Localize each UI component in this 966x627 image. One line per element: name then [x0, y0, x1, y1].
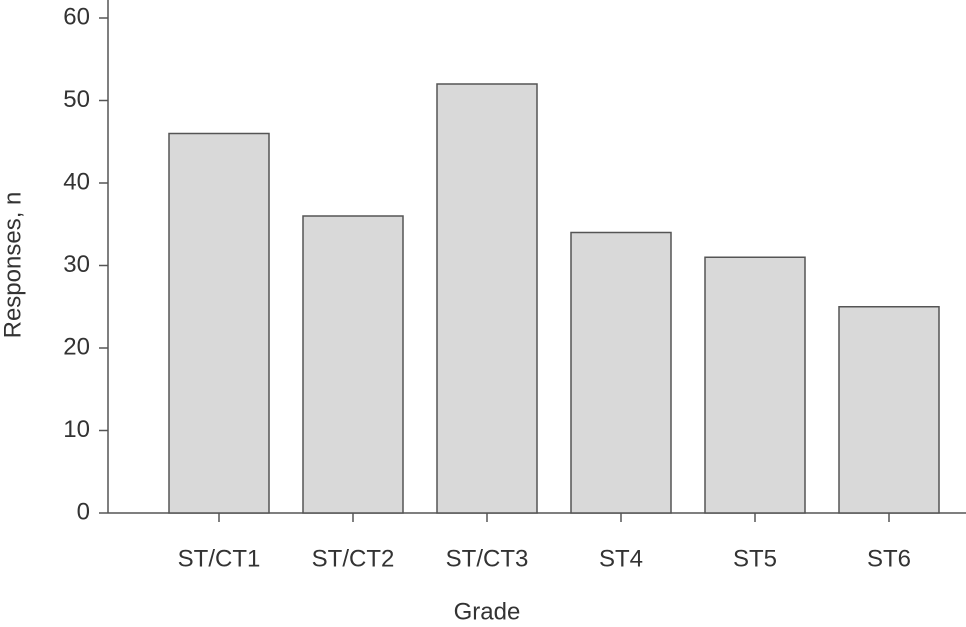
bar: [168, 132, 270, 514]
bar: [302, 215, 404, 514]
y-tick-label: 30: [63, 251, 90, 278]
x-tick-label: ST/CT1: [178, 545, 261, 572]
bar: [838, 306, 940, 514]
x-tick-label: ST5: [733, 545, 777, 572]
y-tick-label: 20: [63, 333, 90, 360]
y-tick-label: 40: [63, 168, 90, 195]
bar: [436, 83, 538, 514]
x-tick-label: ST4: [599, 545, 643, 572]
y-axis-title: Responses, n: [0, 192, 26, 339]
bar: [570, 231, 672, 514]
x-axis-title: Grade: [454, 598, 521, 625]
y-tick-label: 60: [63, 3, 90, 30]
x-tick-label: ST6: [867, 545, 911, 572]
x-tick-label: ST/CT3: [446, 545, 529, 572]
y-tick-label: 10: [63, 416, 90, 443]
y-tick-label: 0: [77, 498, 90, 525]
bar: [704, 256, 806, 514]
x-tick-label: ST/CT2: [312, 545, 395, 572]
y-tick-label: 50: [63, 86, 90, 113]
